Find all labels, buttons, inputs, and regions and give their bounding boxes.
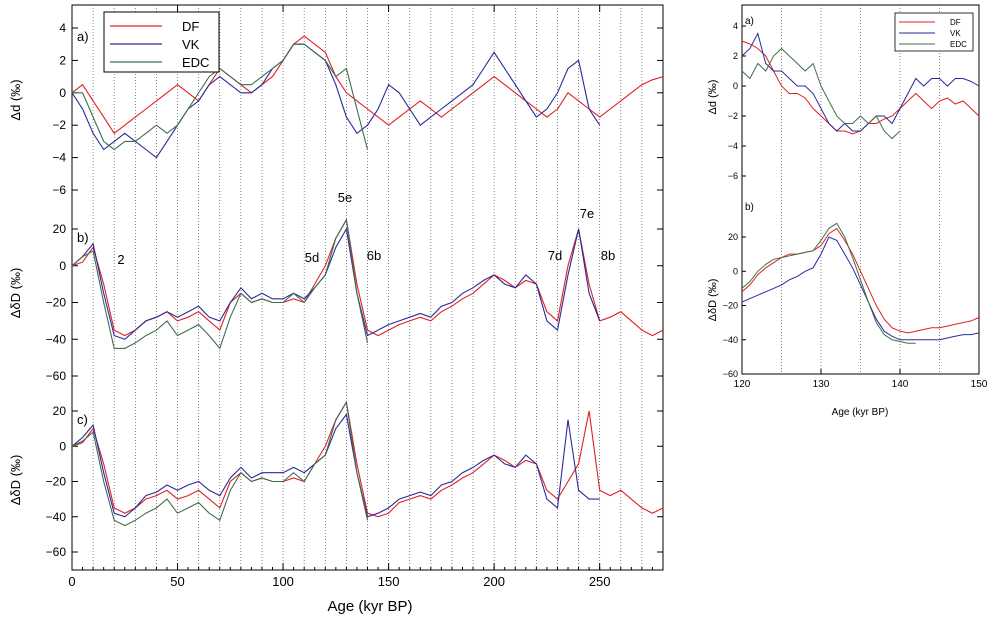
y-tick-label: 4 [733,21,738,31]
panel-label: b) [77,230,89,245]
y-tick-label: 0 [733,81,738,91]
y-tick-label: −60 [723,369,738,379]
y-tick-label: −20 [46,296,67,310]
y-axis-label: ΔδD (‰) [8,455,23,506]
legend-label-df: DF [950,18,961,27]
y-tick-label: −40 [723,335,738,345]
y-tick-label: −2 [52,118,66,132]
legend-label-vk: VK [950,29,961,38]
y-tick-label: −20 [723,301,738,311]
x-tick-label: 140 [892,379,909,390]
series-line-vk [71,227,601,340]
y-tick-label: −6 [728,171,738,181]
y-tick-label: 0 [733,266,738,276]
y-tick-label: 2 [733,51,738,61]
x-tick-label: 150 [971,379,987,390]
legend-label-edc: EDC [950,40,967,49]
inset-x-axis-label: Age (kyr BP) [832,407,889,418]
y-tick-label: −6 [52,183,66,197]
x-tick-label: 100 [272,574,294,589]
y-tick-label: −4 [728,141,738,151]
legend-box [894,12,974,52]
x-tick-label: 0 [68,574,75,589]
inset-panel-a: 4 2 0 −2 −4 −6 Δd (‰) a) DF VK EDC [707,12,980,181]
inset-plot-frame [741,4,980,375]
y-axis-label: Δd (‰) [8,79,23,120]
series-line-vk [741,32,980,132]
series-line-vk [71,413,600,518]
inset-panel-b: 20 0 −20 −40 −60 ΔδD (‰) b) [707,202,980,379]
series-line-vk [741,236,980,341]
annotation-5d: 5d [305,250,319,265]
y-tick-label: 0 [59,86,66,100]
y-tick-label: 20 [728,232,738,242]
y-axis-label: ΔδD (‰) [707,279,719,322]
y-axis-label: ΔδD (‰) [8,268,23,319]
y-tick-label: −20 [46,475,67,489]
y-tick-label: 0 [59,259,66,273]
y-tick-label: 2 [59,53,66,67]
series-line-df [71,218,664,337]
panel-label: b) [745,202,754,213]
annotation-5e: 5e [338,190,352,205]
y-tick-label: −40 [46,510,67,524]
series-line-edc [71,218,369,350]
x-tick-label: 150 [378,574,400,589]
annotation-7e: 7e [580,206,594,221]
y-tick-label: −60 [46,545,67,559]
annotation-7d: 7d [548,248,562,263]
panel-label: a) [77,29,89,44]
series-line-edc [71,400,369,527]
x-tick-label: 50 [170,574,184,589]
y-axis-label: Δd (‰) [707,80,719,115]
x-tick-label: 130 [813,379,830,390]
legend-label-edc: EDC [182,55,209,70]
series-line-df [71,400,664,518]
y-tick-label: 4 [59,21,66,35]
series-line-edc [72,43,369,151]
x-tick-label: 120 [734,379,751,390]
series-line-vk [71,43,601,159]
x-tick-label: 200 [483,574,505,589]
legend-label-df: DF [182,19,199,34]
legend-label-vk: VK [182,37,200,52]
annotation-2: 2 [117,252,124,267]
y-tick-label: −60 [46,369,67,383]
series-line-df [71,35,664,135]
y-tick-label: 0 [59,439,66,453]
series-line-edc [741,47,901,140]
y-tick-label: −2 [728,111,738,121]
y-tick-label: −40 [46,332,67,346]
panel-label: c) [77,412,88,427]
panel-c: 20 0 −20 −40 −60 ΔδD (‰) c) [8,400,664,559]
annotation-8b: 8b [601,248,615,263]
x-tick-label: 250 [589,574,611,589]
series-line-df [741,40,980,135]
y-tick-label: −4 [52,151,66,165]
series-line-edc [741,222,916,344]
annotation-6b: 6b [367,248,381,263]
panel-a: 4 2 0 −2 −4 −6 Δd (‰) a) DF VK EDC [8,11,664,197]
y-tick-label: 20 [53,404,67,418]
panel-label: a) [745,16,754,27]
y-tick-label: 20 [53,222,67,236]
panel-b: 20 0 −20 −40 −60 ΔδD (‰) b) 2 5d 5e 6b 7d 7e 8b [8,190,664,383]
main-x-axis-label: Age (kyr BP) [327,598,412,615]
